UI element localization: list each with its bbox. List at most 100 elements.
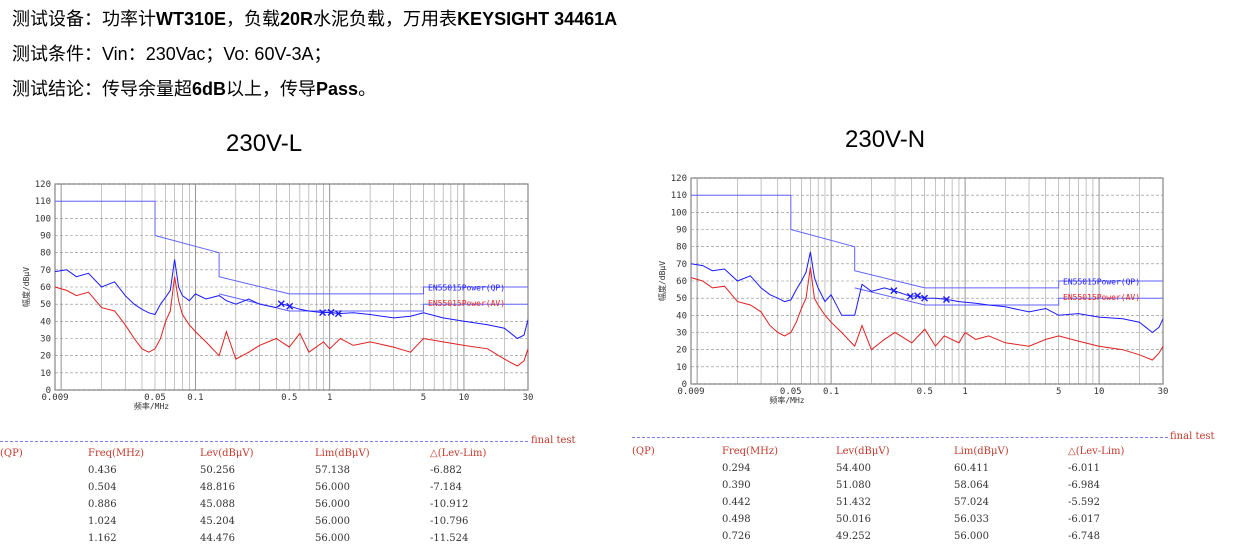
y-tick-label: 90 [676, 226, 687, 236]
final-test-cell: 0.442 [722, 497, 751, 508]
final-test-header-cell: Lim(dBμV) [315, 448, 370, 459]
final-test-header-cell: △(Lev-Lim) [1068, 446, 1125, 457]
final-test-cell: 57.138 [315, 465, 350, 476]
x-tick-label: 0.05 [780, 387, 802, 397]
conditions-text: Vin：230Vac；Vo: 60V-3A； [102, 44, 332, 64]
final-test-header-cell: Lev(dBμV) [200, 448, 254, 459]
final-test-cell: -7.184 [430, 482, 463, 493]
x-axis-label: 频率/MHz [769, 395, 804, 405]
y-tick-label: 30 [40, 335, 51, 345]
final-test-cell: 56.000 [315, 499, 350, 510]
final-test-cell: 56.000 [315, 533, 350, 544]
y-tick-label: 110 [671, 191, 687, 201]
final-test-cell: 51.080 [836, 480, 871, 491]
final-test-cell: 0.390 [722, 480, 751, 491]
final-test-marker [914, 292, 922, 300]
limit-line [691, 194, 1163, 289]
final-test-cell: -10.912 [430, 499, 469, 510]
final-test-cell: 45.088 [200, 499, 235, 510]
x-tick-label: 0.05 [144, 393, 166, 403]
y-tick-label: 20 [676, 346, 687, 356]
legend-qp: EN55015Power(QP) [1063, 277, 1140, 286]
final-test-cell: -6.017 [1068, 514, 1101, 525]
power-meter-model: WT310E [156, 9, 227, 29]
final-test-table-n: (QP) Freq(MHz) Lev(dBμV) Lim(dBμV) △(Lev-Lim… [632, 446, 1232, 555]
final-test-cell: 58.064 [954, 480, 989, 491]
header-line-conditions: 测试条件：Vin：230Vac；Vo: 60V-3A； [12, 43, 331, 66]
final-test-cell: -6.748 [1068, 531, 1101, 542]
final-test-header-cell: Freq(MHz) [88, 448, 145, 459]
y-tick-label: 110 [35, 197, 51, 207]
final-test-header-cell: Freq(MHz) [722, 446, 779, 457]
x-tick-label: 0.1 [187, 393, 203, 403]
final-test-header-cell: (QP) [632, 446, 655, 457]
chart-title-l: 230V-L [226, 130, 303, 157]
final-test-cell: 0.436 [88, 465, 117, 476]
final-test-marker [319, 309, 327, 317]
load-label: ，负载 [226, 9, 281, 30]
x-tick-label: 0.5 [281, 393, 297, 403]
final-test-cell: 56.000 [315, 516, 350, 527]
y-tick-label: 70 [676, 260, 687, 270]
y-tick-label: 120 [671, 174, 687, 184]
x-tick-label: 0.5 [917, 387, 933, 397]
y-tick-label: 10 [676, 363, 687, 373]
final-test-cell: -11.524 [430, 533, 469, 544]
conditions-label: 测试条件： [12, 44, 102, 65]
final-test-header-cell: △(Lev-Lim) [430, 448, 487, 459]
final-test-label-l: final test [531, 435, 576, 446]
x-tick-label: 1 [962, 387, 967, 397]
y-tick-label: 100 [671, 208, 687, 218]
header-line-conclusion: 测试结论：传导余量超6dB以上，传导Pass。 [12, 78, 376, 101]
multimeter-model: KEYSIGHT 34461A [457, 9, 618, 29]
conclusion-end: 。 [358, 79, 377, 100]
final-test-header-cell: (QP) [0, 448, 23, 459]
final-test-cell: -6.011 [1068, 463, 1101, 474]
final-test-cell: 45.204 [200, 516, 235, 527]
y-tick-label: 120 [35, 180, 51, 190]
final-test-marker [334, 310, 342, 318]
final-test-cell: 0.498 [722, 514, 751, 525]
legend-av: EN55015Power(AV) [1063, 293, 1140, 302]
final-test-cell: 50.016 [836, 514, 871, 525]
x-tick-label: 5 [1056, 387, 1061, 397]
final-test-cell: -10.796 [430, 516, 469, 527]
x-tick-label: 5 [421, 393, 426, 403]
final-test-cell: 44.476 [200, 533, 235, 544]
final-test-cell: 48.816 [200, 482, 235, 493]
x-tick-label: 0.009 [41, 393, 68, 403]
final-test-cell: 57.024 [954, 497, 989, 508]
final-test-cell: 49.252 [836, 531, 871, 542]
final-test-marker [327, 308, 335, 316]
final-test-label-n: final test [1170, 431, 1215, 442]
final-test-cell: -5.592 [1068, 497, 1101, 508]
final-test-marker [906, 292, 914, 300]
final-test-divider-l [0, 441, 528, 442]
limit-line [854, 287, 1163, 306]
final-test-cell: 56.033 [954, 514, 989, 525]
header-line-equipment: 测试设备：功率计WT310E，负载20R水泥负载，万用表KEYSIGHT 344… [12, 8, 617, 31]
multimeter-label: 水泥负载，万用表 [313, 9, 458, 30]
final-test-cell: 0.886 [88, 499, 117, 510]
y-tick-label: 90 [40, 232, 51, 242]
y-tick-label: 20 [40, 352, 51, 362]
y-tick-label: 50 [40, 300, 51, 310]
legend-av: EN55015Power(AV) [428, 299, 505, 308]
limit-line [55, 200, 528, 295]
final-test-cell: 56.000 [315, 482, 350, 493]
final-test-header-cell: Lim(dBμV) [954, 446, 1009, 457]
x-tick-label: 30 [523, 393, 534, 403]
final-test-cell: 54.400 [836, 463, 871, 474]
final-test-cell: 56.000 [954, 531, 989, 542]
y-tick-label: 0 [682, 380, 687, 390]
y-tick-label: 60 [40, 283, 51, 293]
av-trace [54, 276, 529, 367]
final-test-cell: -6.882 [430, 465, 463, 476]
y-tick-label: 80 [40, 249, 51, 259]
final-test-marker [942, 295, 950, 303]
conclusion-label: 测试结论：传导余量超 [12, 79, 192, 100]
av-trace [690, 267, 1164, 361]
final-test-cell: 0.726 [722, 531, 751, 542]
y-tick-label: 50 [676, 294, 687, 304]
